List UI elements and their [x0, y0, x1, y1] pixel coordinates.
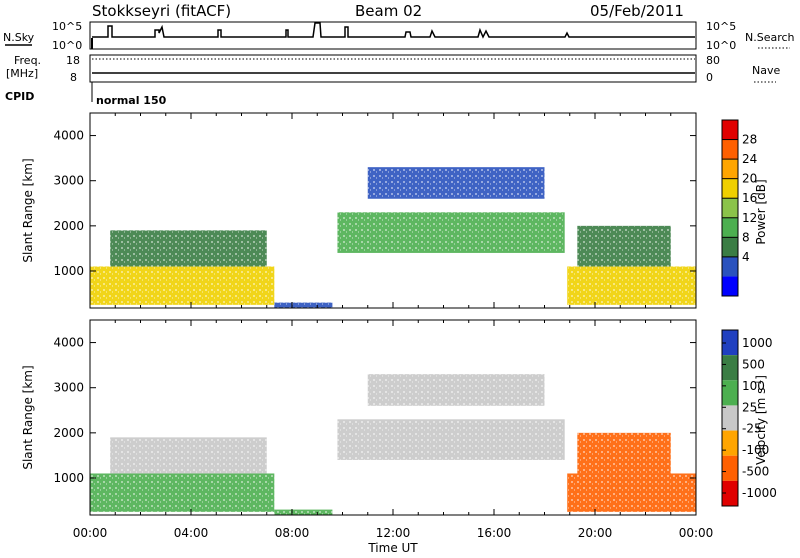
power-region-texture — [110, 230, 267, 266]
velocity-region-texture — [577, 433, 670, 474]
cpid-label: CPID — [5, 90, 34, 103]
power-colorbar-cell — [722, 237, 738, 257]
velocity-region-texture — [274, 510, 332, 515]
velocity-label-end: ] — [754, 375, 768, 380]
freq-label-1: Freq. — [14, 54, 41, 67]
power-region-texture — [577, 226, 670, 267]
velocity-panel: 1000 2000 3000 4000 Slant Range [km] — [21, 320, 696, 515]
x-tick-label: 20:00 — [578, 526, 613, 540]
velocity-ytick-label: 1000 — [53, 471, 84, 485]
power-colorbar-tick-label: 8 — [742, 230, 750, 244]
power-panel: 1000 2000 3000 4000 Slant Range [km] — [21, 113, 696, 308]
power-ytick-label: 4000 — [53, 129, 84, 143]
nave-tick-high: 80 — [706, 54, 720, 67]
freq-label-2: [MHz] — [6, 67, 38, 80]
station-title: Stokkseyri (fitACF) — [92, 2, 231, 20]
date-title: 05/Feb/2011 — [590, 2, 684, 20]
power-colorbar-cell — [722, 140, 738, 160]
nsearch-label: N.Search — [745, 31, 795, 44]
power-colorbar-cell — [722, 179, 738, 199]
velocity-colorbar-cell — [722, 355, 738, 380]
power-region-texture — [337, 212, 564, 253]
power-region-texture — [368, 167, 545, 199]
power-ytick-label: 1000 — [53, 264, 84, 278]
beam-title: Beam 02 — [355, 2, 422, 20]
power-colorbar-label: Power [dB] — [754, 179, 768, 244]
power-colorbar-cell — [722, 198, 738, 218]
power-colorbar-tick-label: 4 — [742, 250, 750, 264]
nsky-label: N.Sky — [3, 31, 35, 44]
power-colorbar-cell — [722, 257, 738, 277]
nsky-tick-high: 10^5 — [52, 20, 82, 33]
power-ylabel: Slant Range [km] — [21, 158, 35, 262]
power-colorbar-cell — [722, 159, 738, 179]
velocity-region-texture — [567, 473, 696, 511]
power-region-texture — [567, 266, 696, 304]
power-colorbar-cell — [722, 120, 738, 140]
x-tick-label: 16:00 — [477, 526, 512, 540]
nsky-trace — [92, 23, 695, 37]
velocity-colorbar-cell — [722, 405, 738, 430]
velocity-colorbar-cell — [722, 380, 738, 405]
power-ytick-label: 3000 — [53, 174, 84, 188]
nave-tick-low: 0 — [706, 71, 713, 84]
velocity-region-texture — [90, 473, 274, 511]
velocity-colorbar-label: Velocity [m s-1] — [754, 375, 768, 465]
freq-tick-low: 8 — [70, 71, 77, 84]
nsearch-tick-low: 10^0 — [706, 39, 736, 52]
x-axis-label: Time UT — [367, 541, 418, 554]
velocity-colorbar-tick-label: 500 — [742, 357, 765, 371]
velocity-colorbar-tick-label: -1000 — [742, 486, 777, 500]
x-tick-label: 12:00 — [376, 526, 411, 540]
velocity-label-sup: -1 — [754, 380, 763, 388]
velocity-ylabel: Slant Range [km] — [21, 365, 35, 469]
nave-label: Nave — [752, 64, 780, 77]
freq-tick-high: 18 — [66, 54, 80, 67]
power-colorbar-tick-label: 24 — [742, 152, 757, 166]
velocity-ytick-label: 3000 — [53, 381, 84, 395]
x-tick-label: 08:00 — [275, 526, 310, 540]
velocity-colorbar-cell — [722, 431, 738, 456]
power-colorbar-cell — [722, 218, 738, 238]
velocity-region-texture — [110, 437, 267, 473]
power-region-texture — [90, 266, 274, 304]
power-colorbar-tick-label: 28 — [742, 133, 757, 147]
cpid-value: normal 150 — [96, 94, 167, 107]
velocity-region-texture — [337, 419, 564, 460]
velocity-ytick-label: 2000 — [53, 426, 84, 440]
velocity-ytick-label: 4000 — [53, 336, 84, 350]
nsky-tick-low: 10^0 — [52, 39, 82, 52]
nsky-strip-frame — [90, 22, 696, 49]
x-axis: 00:00 04:00 08:00 12:00 16:00 20:00 00:00 — [73, 526, 714, 540]
power-ytick-label: 2000 — [53, 219, 84, 233]
nsearch-tick-high: 10^5 — [706, 20, 736, 33]
velocity-colorbar-tick-label: 1000 — [742, 336, 773, 350]
x-tick-label: 00:00 — [73, 526, 108, 540]
x-tick-label: 04:00 — [174, 526, 209, 540]
velocity-colorbar-tick-label: -500 — [742, 465, 769, 479]
power-region-texture — [274, 303, 332, 308]
velocity-region-texture — [368, 374, 545, 406]
x-tick-label: 00:00 — [679, 526, 714, 540]
velocity-colorbar-cell — [722, 456, 738, 481]
power-colorbar-cell — [722, 276, 738, 296]
velocity-label-main: Velocity [m s — [754, 388, 768, 465]
